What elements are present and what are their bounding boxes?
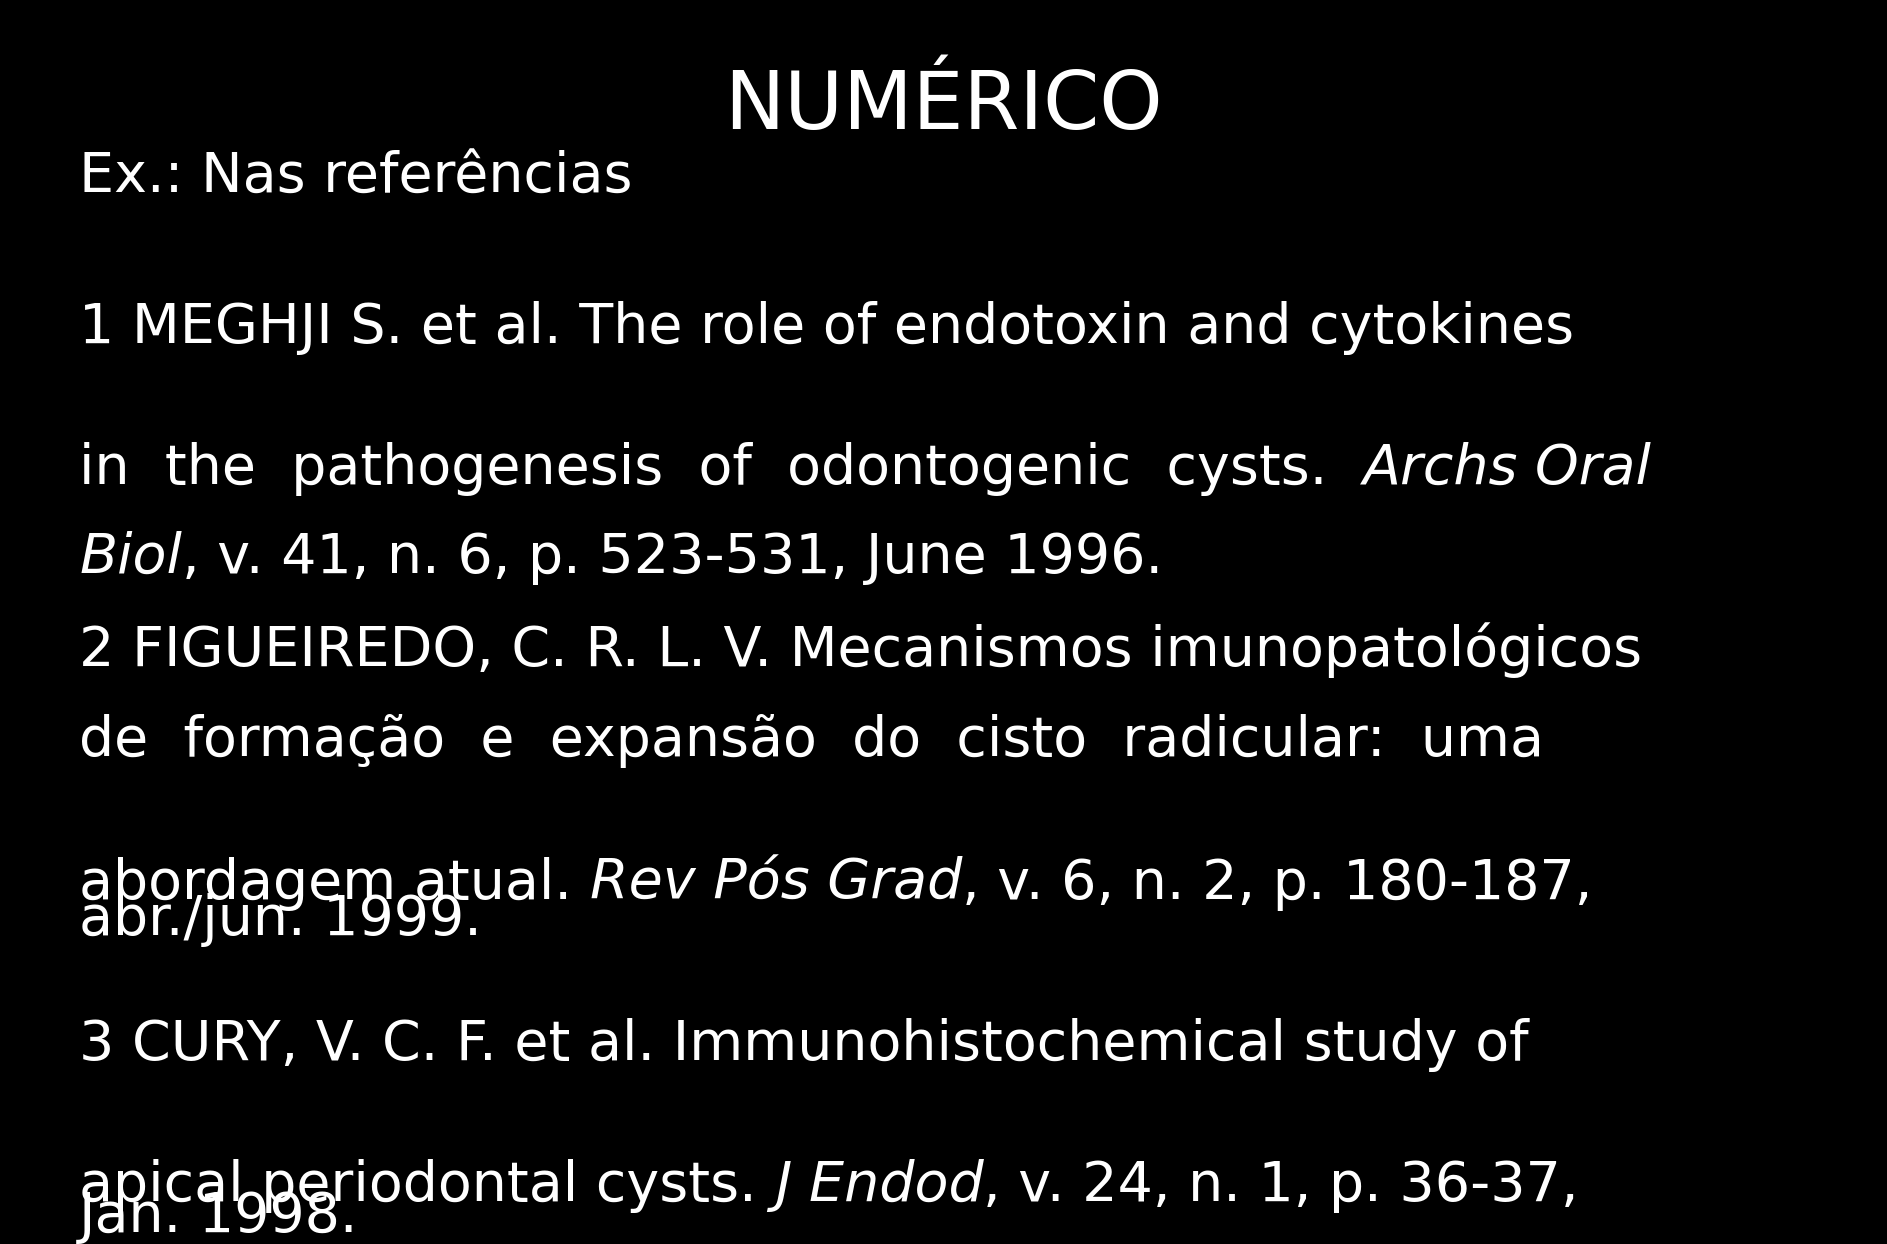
Text: Jan. 1998.: Jan. 1998. (79, 1191, 359, 1244)
Text: NUMÉRICO: NUMÉRICO (725, 68, 1162, 147)
Text: 3 CURY, V. C. F. et al. Immunohistochemical study of: 3 CURY, V. C. F. et al. Immunohistochemi… (79, 1019, 1528, 1072)
Text: in  the  pathogenesis  of  odontogenic  cysts.: in the pathogenesis of odontogenic cysts… (79, 442, 1362, 495)
Text: , v. 41, n. 6, p. 523-531, June 1996.: , v. 41, n. 6, p. 523-531, June 1996. (183, 531, 1162, 585)
Text: J Endod: J Endod (776, 1159, 983, 1213)
Text: apical periodontal cysts.: apical periodontal cysts. (79, 1159, 776, 1213)
Text: abordagem atual.: abordagem atual. (79, 857, 591, 911)
Text: Biol: Biol (79, 531, 183, 585)
Text: 2 FIGUEIREDO, C. R. L. V. Mecanismos imunopatológicos: 2 FIGUEIREDO, C. R. L. V. Mecanismos imu… (79, 622, 1642, 678)
Text: de  formação  e  expansão  do  cisto  radicular:  uma: de formação e expansão do cisto radicula… (79, 714, 1544, 768)
Text: Rev Pós Grad: Rev Pós Grad (591, 857, 962, 911)
Text: abr./jun. 1999.: abr./jun. 1999. (79, 893, 483, 947)
Text: 1 MEGHJI S. et al. The role of endotoxin and cytokines: 1 MEGHJI S. et al. The role of endotoxin… (79, 301, 1574, 355)
Text: Archs Oral: Archs Oral (1362, 442, 1651, 495)
Text: Ex.: Nas referências: Ex.: Nas referências (79, 152, 632, 205)
Text: , v. 6, n. 2, p. 180-187,: , v. 6, n. 2, p. 180-187, (962, 857, 1593, 911)
Text: , v. 24, n. 1, p. 36-37,: , v. 24, n. 1, p. 36-37, (983, 1159, 1579, 1213)
